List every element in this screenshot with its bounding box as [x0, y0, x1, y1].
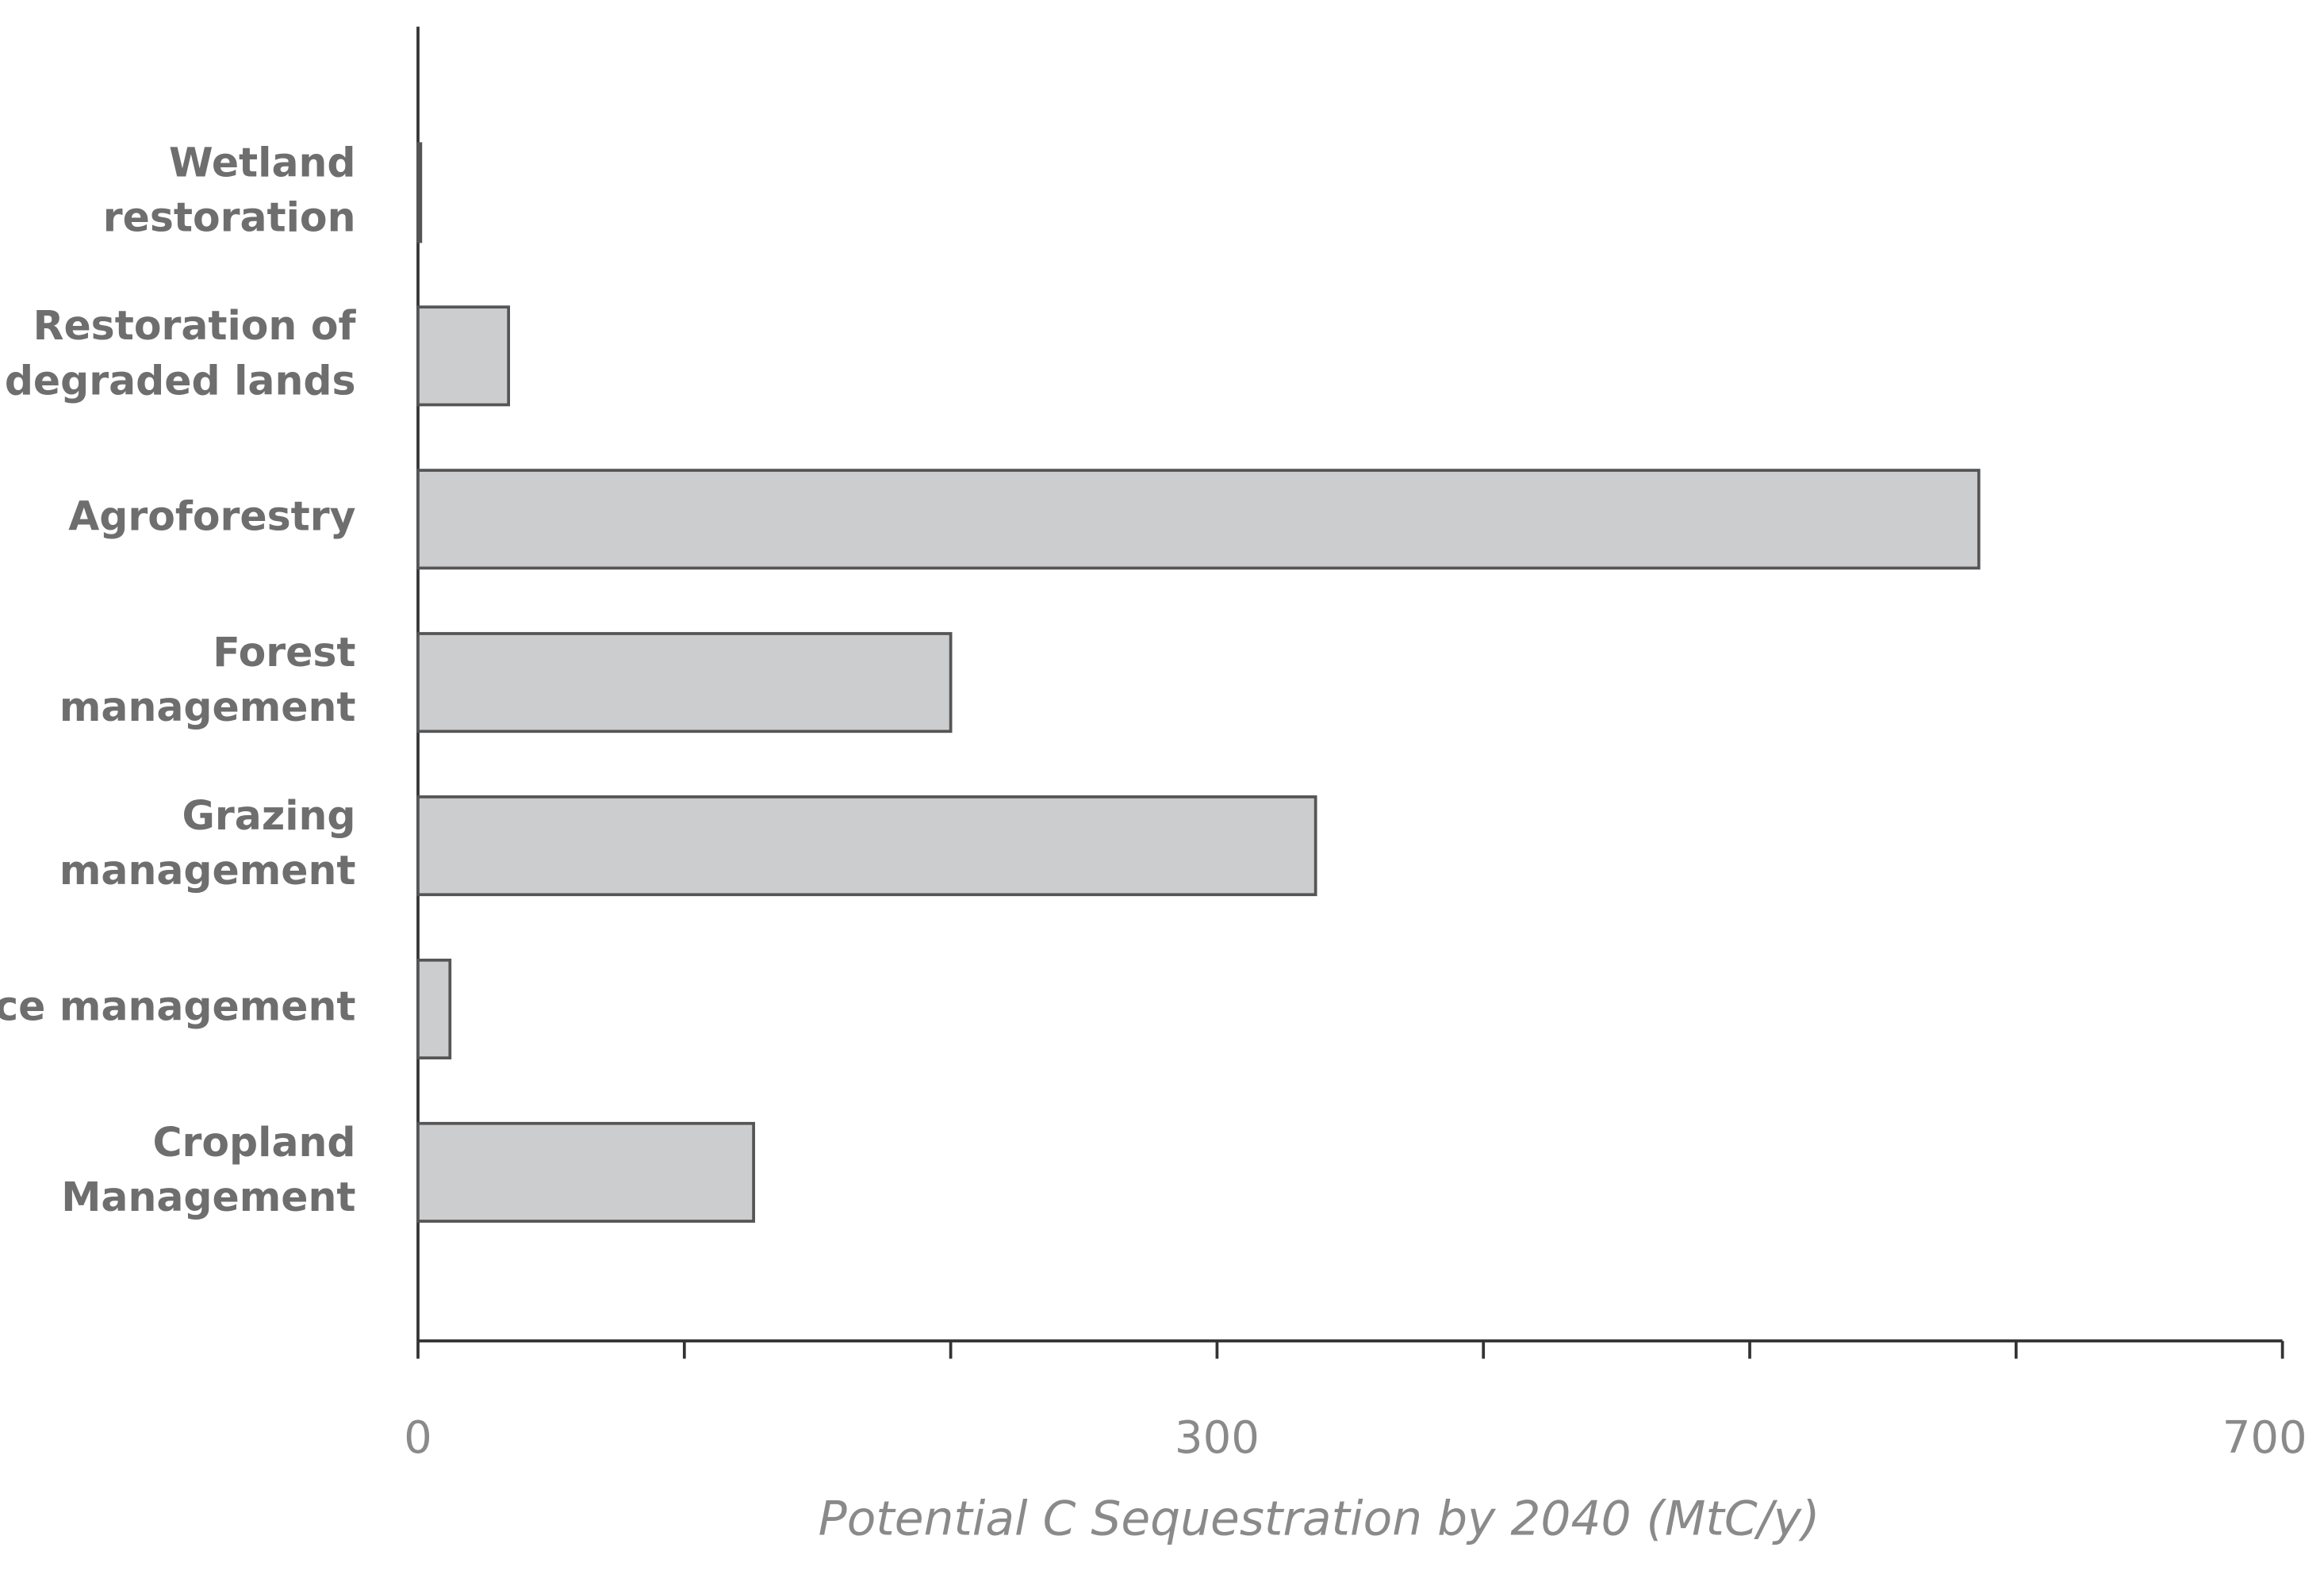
y-tick-label: Agroforestry: [68, 492, 355, 539]
bar: [416, 795, 1317, 897]
y-tick-label: Restoration of degraded lands: [5, 302, 357, 404]
bar: [416, 632, 953, 733]
x-tick-label: 300: [1175, 1412, 1260, 1464]
y-tick-label: Rice management: [0, 982, 356, 1029]
x-axis-title: Potential C Sequestration by 2040 (MtC/y…: [819, 1492, 1820, 1547]
y-tick-label: Wetland restoration: [103, 139, 356, 240]
bar: [416, 1121, 755, 1223]
bar: [416, 958, 452, 1060]
y-tick-label: Grazing management: [59, 791, 356, 893]
bar: [416, 305, 511, 407]
bar: [416, 142, 423, 243]
y-tick-label: Cropland Management: [61, 1118, 355, 1220]
x-tick-label: 0: [404, 1412, 432, 1464]
bar: [416, 469, 1981, 570]
x-tick-label: 700: [2222, 1412, 2307, 1464]
y-tick-label: Forest management: [59, 629, 356, 730]
